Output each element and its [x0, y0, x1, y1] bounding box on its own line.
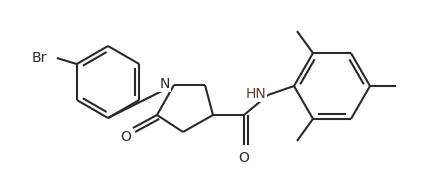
- Text: HN: HN: [245, 87, 265, 101]
- Text: Br: Br: [32, 51, 47, 65]
- Text: N: N: [159, 77, 170, 91]
- Text: O: O: [120, 130, 131, 144]
- Text: O: O: [238, 151, 249, 165]
